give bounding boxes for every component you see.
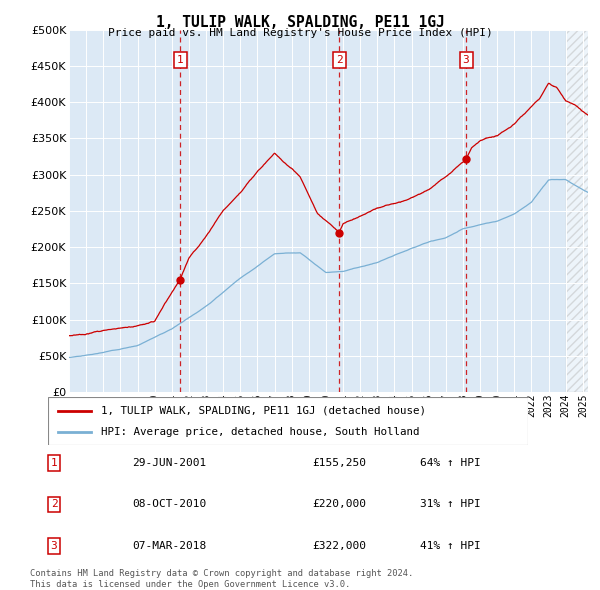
Text: Contains HM Land Registry data © Crown copyright and database right 2024.: Contains HM Land Registry data © Crown c… (30, 569, 413, 578)
Text: 1: 1 (50, 458, 58, 468)
Text: 2: 2 (50, 500, 58, 509)
Text: £155,250: £155,250 (312, 458, 366, 468)
Text: 1, TULIP WALK, SPALDING, PE11 1GJ: 1, TULIP WALK, SPALDING, PE11 1GJ (155, 15, 445, 30)
FancyBboxPatch shape (48, 397, 528, 445)
Text: 31% ↑ HPI: 31% ↑ HPI (420, 500, 481, 509)
Text: £322,000: £322,000 (312, 541, 366, 550)
Text: 2: 2 (336, 55, 343, 65)
Bar (566, 30, 596, 392)
Text: 1, TULIP WALK, SPALDING, PE11 1GJ (detached house): 1, TULIP WALK, SPALDING, PE11 1GJ (detac… (101, 405, 426, 415)
Text: 3: 3 (463, 55, 469, 65)
Text: HPI: Average price, detached house, South Holland: HPI: Average price, detached house, Sout… (101, 427, 419, 437)
Text: 41% ↑ HPI: 41% ↑ HPI (420, 541, 481, 550)
Text: 3: 3 (50, 541, 58, 550)
Text: 64% ↑ HPI: 64% ↑ HPI (420, 458, 481, 468)
Text: 29-JUN-2001: 29-JUN-2001 (132, 458, 206, 468)
Text: £220,000: £220,000 (312, 500, 366, 509)
Text: 08-OCT-2010: 08-OCT-2010 (132, 500, 206, 509)
Text: 07-MAR-2018: 07-MAR-2018 (132, 541, 206, 550)
Text: This data is licensed under the Open Government Licence v3.0.: This data is licensed under the Open Gov… (30, 579, 350, 589)
Text: Price paid vs. HM Land Registry's House Price Index (HPI): Price paid vs. HM Land Registry's House … (107, 28, 493, 38)
Text: 1: 1 (177, 55, 184, 65)
